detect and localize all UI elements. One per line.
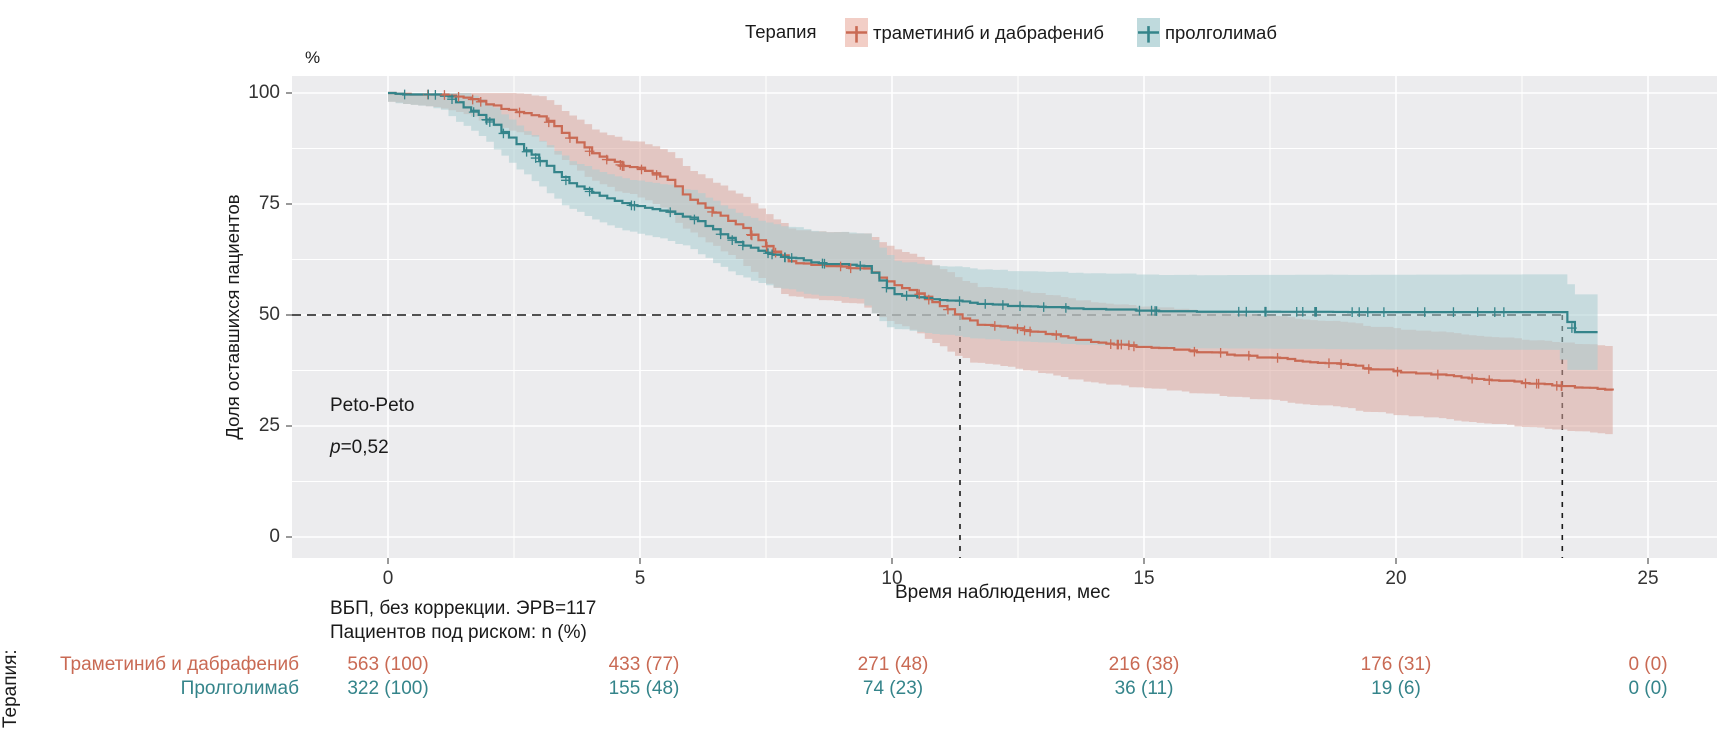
svg-text:25: 25 xyxy=(259,415,280,436)
svg-text:25: 25 xyxy=(1637,568,1658,589)
svg-text:75: 75 xyxy=(259,193,280,214)
svg-text:0: 0 xyxy=(383,568,394,589)
svg-text:15: 15 xyxy=(1133,568,1154,589)
svg-text:5: 5 xyxy=(635,568,646,589)
svg-text:50: 50 xyxy=(259,304,280,325)
svg-text:0: 0 xyxy=(269,526,280,547)
svg-text:100: 100 xyxy=(248,82,280,103)
svg-text:20: 20 xyxy=(1385,568,1406,589)
